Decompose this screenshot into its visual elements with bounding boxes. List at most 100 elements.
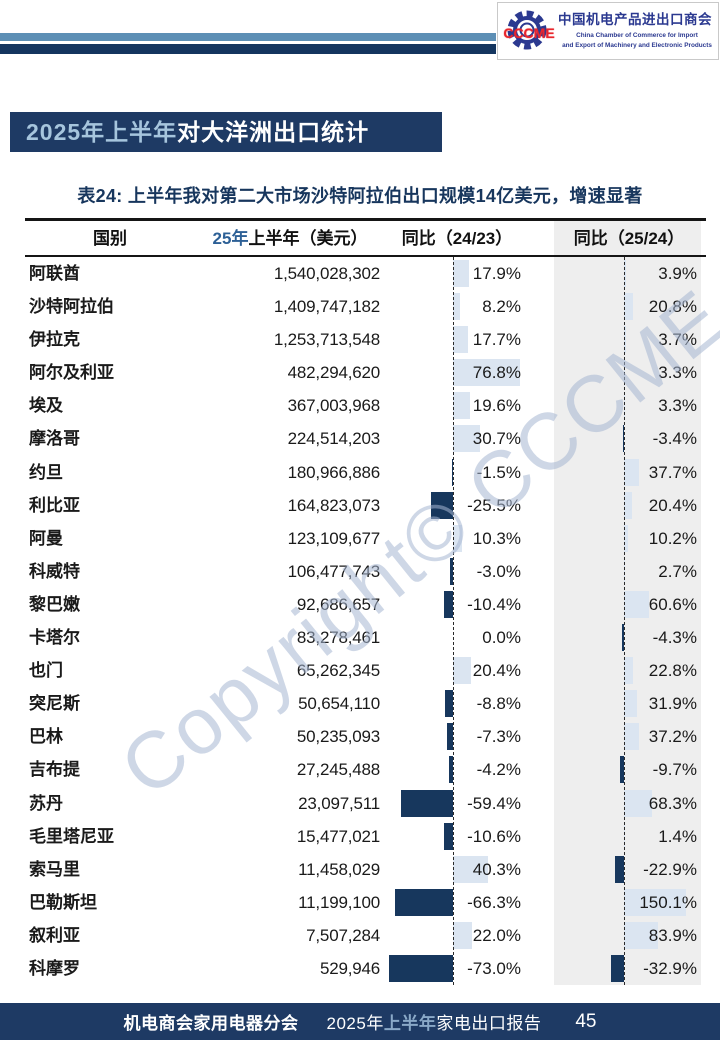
yoy-25-24-bar: [622, 624, 624, 652]
yoy-25-24-value: 83.9%: [648, 925, 697, 945]
col-header-country: 国别: [93, 229, 127, 248]
yoy-24-23-value: 30.7%: [472, 429, 521, 449]
country-name: 埃及: [29, 396, 63, 416]
yoy-24-23-bar: [453, 326, 469, 354]
table-row: 摩洛哥 224,514,203 30.7% -3.4%: [25, 422, 706, 455]
yoy-24-23-bar: [453, 921, 473, 949]
table-row: 索马里 11,458,029 40.3% -22.9%: [25, 853, 706, 886]
yoy-25-24-axis: [624, 257, 625, 985]
logo-english-name: China Chamber of Commerce for Import and…: [562, 32, 712, 49]
export-value: 11,199,100: [298, 892, 380, 912]
export-value: 1,253,713,548: [273, 330, 380, 350]
yoy-24-23-value: 0.0%: [482, 628, 521, 648]
yoy-24-23-value: -7.3%: [476, 727, 521, 747]
country-name: 苏丹: [29, 793, 63, 813]
table-row: 巴勒斯坦 11,199,100 -66.3% 150.1%: [25, 886, 706, 919]
yoy-24-23-bar: [453, 524, 462, 552]
country-name: 索马里: [29, 859, 80, 879]
table-row: 突尼斯 50,654,110 -8.8% 31.9%: [25, 687, 706, 720]
yoy-25-24-value: 37.2%: [648, 727, 697, 747]
header-stripe-light: [0, 33, 496, 41]
yoy-24-23-value: 76.8%: [472, 363, 521, 383]
yoy-24-23-bar: [453, 855, 489, 883]
yoy-24-23-value: 17.7%: [472, 330, 521, 350]
yoy-25-24-bar: [622, 425, 624, 453]
country-name: 巴林: [29, 727, 63, 747]
yoy-25-24-value: 2.7%: [658, 561, 697, 581]
yoy-24-23-value: 19.6%: [472, 396, 521, 416]
yoy-25-24-value: 20.8%: [648, 297, 697, 317]
export-value: 11,458,029: [298, 859, 380, 879]
table-row: 埃及 367,003,968 19.6% 3.3%: [25, 389, 706, 422]
yoy-24-23-value: -10.6%: [467, 826, 521, 846]
export-value: 50,235,093: [296, 727, 380, 747]
yoy-24-23-value: -10.4%: [467, 594, 521, 614]
stats-table: 国别 25年上半年（美元） 同比（24/23） 同比（25/24） 阿联酋 1,5…: [25, 218, 706, 986]
yoy-25-24-bar: [624, 657, 634, 685]
yoy-24-23-bar: [443, 822, 453, 850]
country-name: 阿尔及利亚: [29, 363, 114, 383]
country-name: 伊拉克: [29, 330, 80, 350]
yoy-24-23-bar: [451, 458, 453, 486]
yoy-25-24-value: 60.6%: [648, 594, 697, 614]
table-row: 伊拉克 1,253,713,548 17.7% 3.7%: [25, 323, 706, 356]
export-value: 50,654,110: [298, 694, 380, 714]
yoy-24-23-value: -4.2%: [476, 760, 521, 780]
table-row: 阿尔及利亚 482,294,620 76.8% 3.3%: [25, 356, 706, 389]
country-name: 约旦: [29, 462, 63, 482]
export-value: 23,097,511: [298, 793, 380, 813]
export-value: 106,477,743: [287, 561, 381, 581]
country-name: 阿曼: [29, 528, 63, 548]
country-name: 沙特阿拉伯: [29, 297, 114, 317]
yoy-24-23-value: -25.5%: [467, 495, 521, 515]
yoy-25-24-value: 31.9%: [648, 694, 697, 714]
export-value: 180,966,886: [287, 462, 381, 482]
logo-acronym: CCCME: [503, 25, 555, 41]
yoy-25-24-value: 68.3%: [648, 793, 697, 813]
yoy-25-24-bar: [620, 756, 624, 784]
country-name: 毛里塔尼亚: [29, 826, 114, 846]
yoy-25-24-value: -4.3%: [652, 628, 697, 648]
table-row: 巴林 50,235,093 -7.3% 37.2%: [25, 720, 706, 753]
page-number: 45: [575, 1010, 597, 1032]
export-value: 367,003,968: [287, 396, 381, 416]
table-row: 黎巴嫩 92,686,657 -10.4% 60.6%: [25, 588, 706, 621]
yoy-24-23-value: -73.0%: [467, 958, 521, 978]
yoy-24-23-value: 8.2%: [482, 297, 521, 317]
export-value: 123,109,677: [287, 528, 381, 548]
yoy-24-23-value: -59.4%: [467, 793, 521, 813]
page-title: 2025年上半年对大洋洲出口统计: [10, 112, 442, 152]
country-name: 卡塔尔: [29, 628, 80, 648]
yoy-24-23-value: -1.5%: [476, 462, 521, 482]
page-title-highlight: 2025年上半年: [26, 119, 178, 145]
country-name: 突尼斯: [29, 694, 80, 714]
export-value: 27,245,488: [296, 760, 380, 780]
yoy-24-23-value: 17.9%: [472, 264, 521, 283]
yoy-24-23-value: 40.3%: [472, 859, 521, 879]
export-value: 224,514,203: [287, 429, 381, 449]
export-value: 7,507,284: [306, 925, 380, 945]
col-header-yoy-25-24: 同比（25/24）: [573, 229, 685, 248]
yoy-25-24-value: 150.1%: [639, 892, 697, 912]
col-header-value: 25年上半年（美元）: [212, 229, 368, 248]
country-name: 也门: [29, 661, 63, 681]
yoy-24-23-bar: [389, 954, 453, 982]
export-value: 65,262,345: [296, 661, 380, 681]
yoy-24-23-bar: [394, 888, 453, 916]
yoy-24-23-bar: [443, 590, 453, 618]
country-name: 吉布提: [29, 760, 80, 780]
page-title-rest: 对大洋洲出口统计: [177, 119, 370, 145]
export-value: 92,686,657: [296, 594, 380, 614]
yoy-24-23-bar: [445, 690, 453, 718]
country-name: 黎巴嫩: [29, 594, 80, 614]
export-value: 164,823,073: [287, 495, 381, 515]
export-value: 1,540,028,302: [273, 264, 380, 283]
table-row: 科威特 106,477,743 -3.0% 2.7%: [25, 555, 706, 588]
country-name: 阿联酋: [29, 264, 80, 283]
export-value: 83,278,461: [296, 628, 380, 648]
table-row: 苏丹 23,097,511 -59.4% 68.3%: [25, 787, 706, 820]
yoy-24-23-bar: [430, 491, 453, 519]
header-stripe-dark: [0, 44, 496, 54]
yoy-24-23-bar: [453, 359, 521, 387]
country-name: 科摩罗: [29, 958, 80, 978]
